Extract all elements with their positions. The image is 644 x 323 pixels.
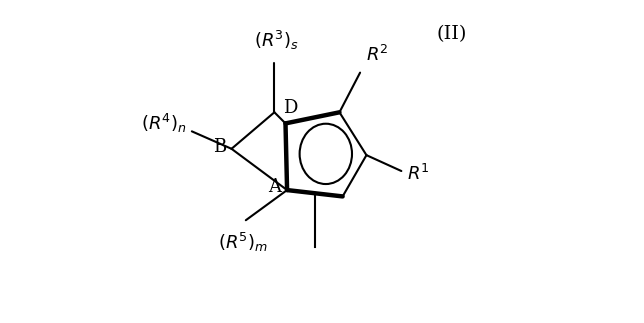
Text: $(R^3)_s$: $(R^3)_s$ xyxy=(254,29,298,52)
Text: $(R^4)_n$: $(R^4)_n$ xyxy=(142,112,187,135)
Text: D: D xyxy=(283,99,298,118)
Text: B: B xyxy=(213,138,226,156)
Text: $R^1$: $R^1$ xyxy=(407,164,430,184)
Text: $R^2$: $R^2$ xyxy=(366,45,389,65)
Text: $(R^5)_m$: $(R^5)_m$ xyxy=(218,231,268,255)
Text: (II): (II) xyxy=(436,25,466,43)
Text: A: A xyxy=(269,178,281,196)
